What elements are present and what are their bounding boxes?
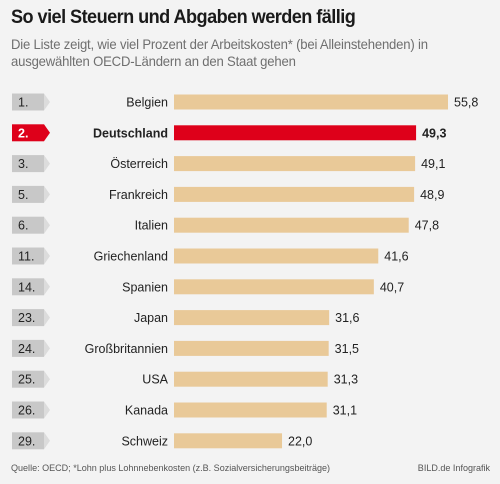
bar bbox=[174, 156, 416, 172]
country-label: Österreich bbox=[110, 157, 168, 171]
value-label: 31,5 bbox=[335, 342, 359, 356]
country-label: Griechenland bbox=[94, 250, 168, 264]
value-label: 31,6 bbox=[335, 311, 359, 325]
rank-label: 6. bbox=[18, 219, 28, 233]
rank-box bbox=[12, 155, 44, 173]
rank-box-tip bbox=[44, 278, 50, 296]
rank-box bbox=[12, 370, 44, 388]
bar bbox=[174, 186, 415, 202]
rank-box bbox=[12, 401, 44, 419]
rank-label: 24. bbox=[18, 342, 35, 356]
value-label: 31,1 bbox=[333, 404, 357, 418]
bar bbox=[174, 279, 374, 295]
rank-box-tip bbox=[44, 339, 50, 357]
rank-label: 26. bbox=[18, 404, 35, 418]
country-label: Kanada bbox=[125, 404, 168, 418]
value-label: 48,9 bbox=[420, 188, 444, 202]
rank-label: 11. bbox=[18, 250, 34, 264]
country-label: Belgien bbox=[126, 96, 168, 110]
chart-title: So viel Steuern und Abgaben werden fälli… bbox=[11, 6, 356, 28]
rank-label: 1. bbox=[18, 96, 28, 110]
rank-box bbox=[12, 278, 44, 296]
value-label: 31,3 bbox=[334, 373, 358, 387]
country-label: Deutschland bbox=[93, 126, 168, 140]
rank-box bbox=[12, 93, 44, 111]
rank-box-tip bbox=[44, 124, 50, 142]
rank-box bbox=[12, 339, 44, 357]
rank-label: 25. bbox=[18, 373, 35, 387]
value-label: 47,8 bbox=[415, 219, 439, 233]
country-label: USA bbox=[142, 373, 168, 387]
rank-label: 23. bbox=[18, 311, 35, 325]
country-label: Spanien bbox=[122, 280, 168, 294]
value-label: 41,6 bbox=[384, 250, 408, 264]
bar bbox=[174, 94, 448, 110]
rank-box-tip bbox=[44, 185, 50, 203]
country-label: Schweiz bbox=[121, 434, 168, 448]
rank-box-tip bbox=[44, 155, 50, 173]
rank-box-tip bbox=[44, 401, 50, 419]
rank-box bbox=[12, 247, 44, 265]
chart-subtitle: Die Liste zeigt, wie viel Prozent der Ar… bbox=[11, 37, 428, 69]
bar bbox=[174, 371, 328, 387]
rank-label: 2. bbox=[18, 126, 28, 140]
bar bbox=[174, 402, 327, 418]
source-note: Quelle: OECD; *Lohn plus Lohnnebenkosten… bbox=[11, 463, 331, 474]
country-label: Japan bbox=[134, 311, 168, 325]
rank-box-tip bbox=[44, 370, 50, 388]
value-label: 22,0 bbox=[288, 434, 312, 448]
value-label: 55,8 bbox=[454, 96, 478, 110]
bar bbox=[174, 217, 409, 233]
rank-box bbox=[12, 216, 44, 234]
credit-label: BILD.de Infografik bbox=[417, 463, 490, 474]
bar bbox=[174, 248, 379, 264]
rank-box bbox=[12, 309, 44, 327]
value-label: 49,1 bbox=[421, 157, 445, 171]
country-label: Großbritannien bbox=[85, 342, 168, 356]
rank-label: 14. bbox=[18, 280, 35, 294]
bar bbox=[174, 340, 329, 356]
country-label: Italien bbox=[135, 219, 168, 233]
rank-box-tip bbox=[44, 216, 50, 234]
value-label: 49,3 bbox=[422, 126, 446, 140]
bar bbox=[174, 433, 283, 449]
rank-box bbox=[12, 124, 44, 142]
rank-box-tip bbox=[44, 309, 50, 327]
country-label: Frankreich bbox=[109, 188, 168, 202]
rank-box bbox=[12, 185, 44, 203]
rank-label: 3. bbox=[18, 157, 28, 171]
rank-box bbox=[12, 432, 44, 450]
rank-label: 29. bbox=[18, 434, 35, 448]
rank-box-tip bbox=[44, 432, 50, 450]
rank-label: 5. bbox=[18, 188, 28, 202]
rank-box-tip bbox=[44, 247, 50, 265]
rank-box-tip bbox=[44, 93, 50, 111]
value-label: 40,7 bbox=[380, 280, 404, 294]
bar bbox=[174, 310, 330, 326]
bar bbox=[174, 125, 417, 141]
